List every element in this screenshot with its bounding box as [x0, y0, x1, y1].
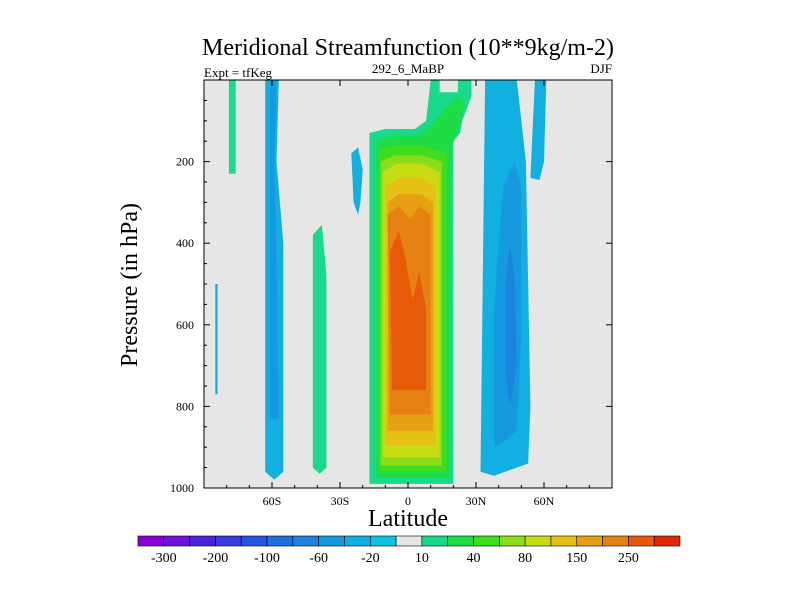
colorbar-box [628, 535, 655, 547]
colorbar-box [447, 535, 474, 547]
colorbar-label: -60 [309, 551, 328, 566]
colorbar-box [421, 535, 449, 547]
subtitle-left: Expt = tfKeg [204, 65, 272, 80]
subtitle-right: DJF [590, 61, 612, 76]
colorbar-box [318, 535, 345, 547]
colorbar-box [550, 535, 578, 547]
axis-ticks: 60S 30S 0 30N 60N 200 400 600 800 1000 [170, 80, 612, 508]
colorbar-label: -100 [254, 551, 280, 566]
colorbar-box [240, 535, 268, 547]
y-tick-label: 600 [176, 318, 194, 332]
x-tick-label: 60N [534, 494, 555, 508]
contour-region-10 [269, 80, 279, 419]
colorbar-box [266, 535, 294, 547]
x-tick-label: 0 [405, 494, 411, 508]
colorbar-box [653, 535, 681, 547]
contour-region-14 [215, 284, 218, 395]
colorbar-box [292, 535, 319, 547]
colorbar: -300 -200 -100 -60 -20 10 40 80 150 250 [137, 535, 681, 566]
colorbar-label: 150 [566, 551, 587, 566]
contour-region-11 [228, 80, 236, 174]
x-tick-label: 60S [263, 494, 282, 508]
colorbar-label: 10 [415, 551, 429, 566]
colorbar-box [163, 535, 190, 547]
contour-region-13 [351, 147, 363, 215]
colorbar-box [189, 535, 216, 547]
x-tick-label: 30N [466, 494, 487, 508]
y-tick-label: 200 [176, 155, 194, 169]
colorbar-box [576, 535, 603, 547]
subtitle-center: 292_6_MaBP [372, 61, 444, 76]
contour-region-17 [505, 243, 517, 407]
x-axis-label: Latitude [368, 506, 448, 532]
colorbar-box [524, 535, 552, 547]
colorbar-label: -20 [361, 551, 380, 566]
colorbar-label: 40 [467, 551, 481, 566]
colorbar-box [369, 535, 397, 547]
colorbar-label: 250 [618, 551, 639, 566]
colorbar-label: -200 [203, 551, 229, 566]
colorbar-label: -300 [151, 551, 177, 566]
y-axis-label: Pressure (in hPa) [117, 203, 143, 367]
colorbar-box [499, 535, 526, 547]
colorbar-label: 80 [518, 551, 532, 566]
colorbar-box [395, 535, 423, 547]
y-tick-label: 800 [176, 399, 194, 413]
contour-region-18 [530, 80, 547, 180]
x-tick-label: 30S [331, 494, 350, 508]
colorbar-box [137, 535, 165, 547]
y-tick-label: 1000 [170, 481, 194, 495]
y-tick-label: 400 [176, 236, 194, 250]
colorbar-box [602, 535, 629, 547]
contour-region-12 [312, 224, 327, 474]
contour-fills [215, 80, 547, 484]
colorbar-box [473, 535, 500, 547]
colorbar-box [215, 535, 242, 547]
contour-region-8 [389, 231, 427, 391]
chart-title: Meridional Streamfunction (10**9kg/m-2) [202, 35, 614, 61]
colorbar-box [344, 535, 371, 547]
